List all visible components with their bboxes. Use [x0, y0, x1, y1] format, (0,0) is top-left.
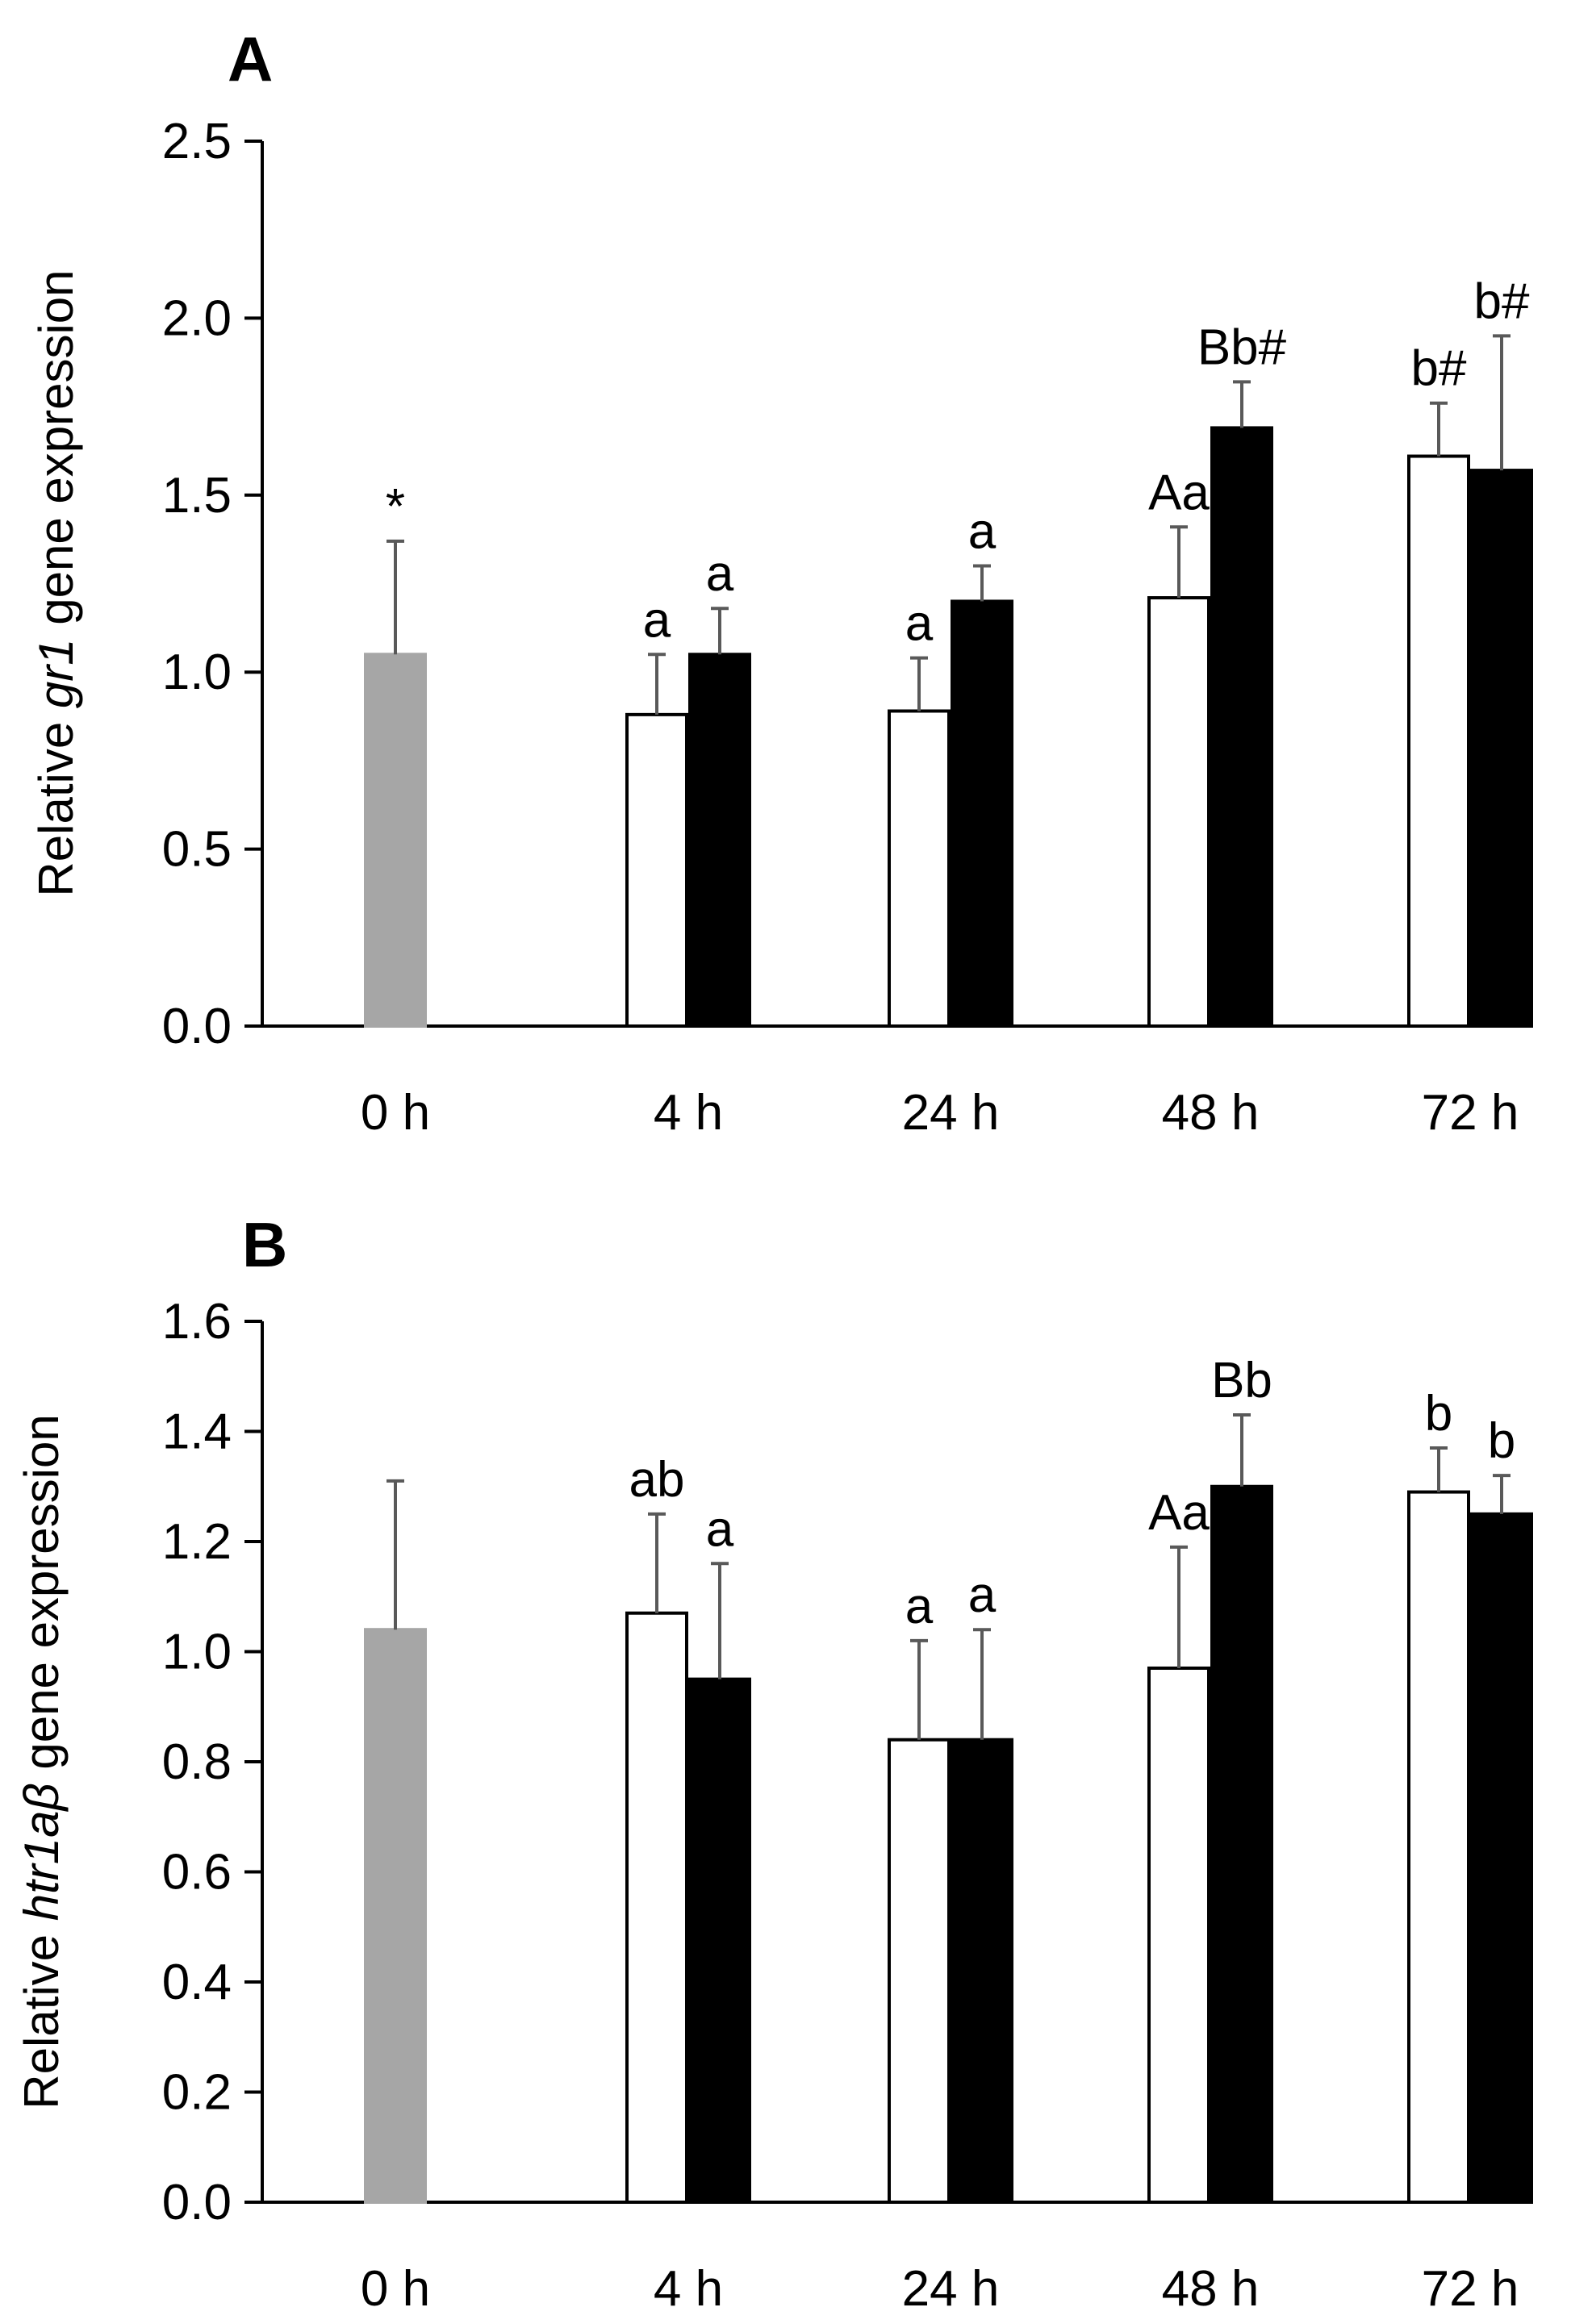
significance-label: b#	[1411, 341, 1467, 397]
significance-label: a	[706, 546, 734, 602]
y-tick-label: 1.6	[162, 1294, 232, 1350]
y-tick-label: 0.4	[162, 1955, 232, 2010]
bar-series-1	[1147, 1666, 1210, 2205]
significance-label: ab	[629, 1452, 685, 1508]
bar-series-2	[1210, 426, 1273, 1028]
x-category-label: 48 h	[1162, 2261, 1260, 2317]
significance-label: a	[968, 504, 997, 560]
bar-control	[364, 1628, 427, 2204]
y-tick-label: 1.4	[162, 1404, 232, 1460]
y-tick-label: 1.0	[162, 645, 232, 700]
panel-letter: A	[228, 23, 273, 94]
y-axis-label-prefix: Relative	[29, 708, 83, 896]
bar-series-1	[888, 709, 951, 1028]
significance-label: b#	[1474, 273, 1530, 329]
y-axis-label: Relative gr1 gene expression	[29, 269, 83, 896]
bar-series-1	[1147, 596, 1210, 1028]
significance-label: b	[1425, 1386, 1452, 1442]
panel-letter: B	[242, 1209, 287, 1280]
significance-label: Bb#	[1197, 319, 1287, 375]
bar-series-2	[1470, 1512, 1533, 2204]
x-category-label: 72 h	[1422, 2261, 1519, 2317]
significance-label: Bb	[1211, 1353, 1272, 1408]
y-axis-label-suffix: gene expression	[29, 269, 83, 638]
bar-control	[364, 653, 427, 1028]
x-category-label: 0 h	[361, 1085, 430, 1141]
panel-a: A 0.0 0.5 1.0 1.5 2.0 2.5 Relative gr1 gene exp…	[29, 23, 1533, 1141]
significance-label: b	[1488, 1413, 1515, 1469]
bar-series-2	[688, 1677, 751, 2204]
y-tick-label: 0.6	[162, 1845, 232, 1901]
bar-series-2	[1470, 469, 1533, 1028]
bar-series-2	[688, 653, 751, 1028]
bar-series-1	[625, 712, 688, 1028]
y-tick-label: 1.2	[162, 1514, 232, 1570]
significance-label: a	[905, 1579, 934, 1634]
y-tick-label: 2.5	[162, 114, 232, 169]
y-tick-label: 0.0	[162, 999, 232, 1054]
y-tick-label: 1.5	[162, 468, 232, 524]
significance-label: a	[643, 592, 671, 648]
x-category-label: 4 h	[654, 1085, 723, 1141]
significance-label: *	[386, 479, 405, 535]
y-tick-label: 0.8	[162, 1734, 232, 1790]
bar-series-2	[1210, 1484, 1273, 2204]
significance-label: a	[905, 596, 934, 652]
y-tick-label: 0.5	[162, 822, 232, 878]
bar-series-2	[951, 599, 1013, 1028]
x-category-label: 48 h	[1162, 1085, 1260, 1141]
significance-label: a	[968, 1567, 997, 1623]
y-axis-label-gene: gr1	[29, 638, 83, 708]
x-category-label: 72 h	[1422, 1085, 1519, 1141]
y-tick-label: 0.2	[162, 2065, 232, 2121]
bar-series-1	[1407, 1490, 1470, 2204]
y-axis-label: Relative htr1aβ gene expression	[15, 1414, 69, 2109]
bar-series-1	[1407, 454, 1470, 1028]
x-category-label: 24 h	[902, 1085, 1000, 1141]
y-tick-label: 2.0	[162, 290, 232, 346]
y-axis-label-suffix: gene expression	[15, 1414, 69, 1783]
x-category-label: 0 h	[361, 2261, 430, 2317]
x-category-label: 24 h	[902, 2261, 1000, 2317]
panel-b: B 0.0 0.2 0.4 0.6 0.8 1.0 1.2 1.4 1.6 Relative htr…	[15, 1209, 1533, 2317]
bar-series-1	[625, 1611, 688, 2204]
y-tick-label: 1.0	[162, 1625, 232, 1680]
y-tick-label: 0.0	[162, 2175, 232, 2230]
bar-series-1	[888, 1738, 951, 2204]
y-axis-label-gene: htr1aβ	[15, 1783, 69, 1921]
significance-label: a	[706, 1501, 734, 1557]
x-category-label: 4 h	[654, 2261, 723, 2317]
y-axis-label-prefix: Relative	[15, 1921, 69, 2109]
significance-label: Aa	[1148, 465, 1210, 520]
bar-series-2	[951, 1738, 1013, 2204]
significance-label: Aa	[1148, 1485, 1210, 1541]
